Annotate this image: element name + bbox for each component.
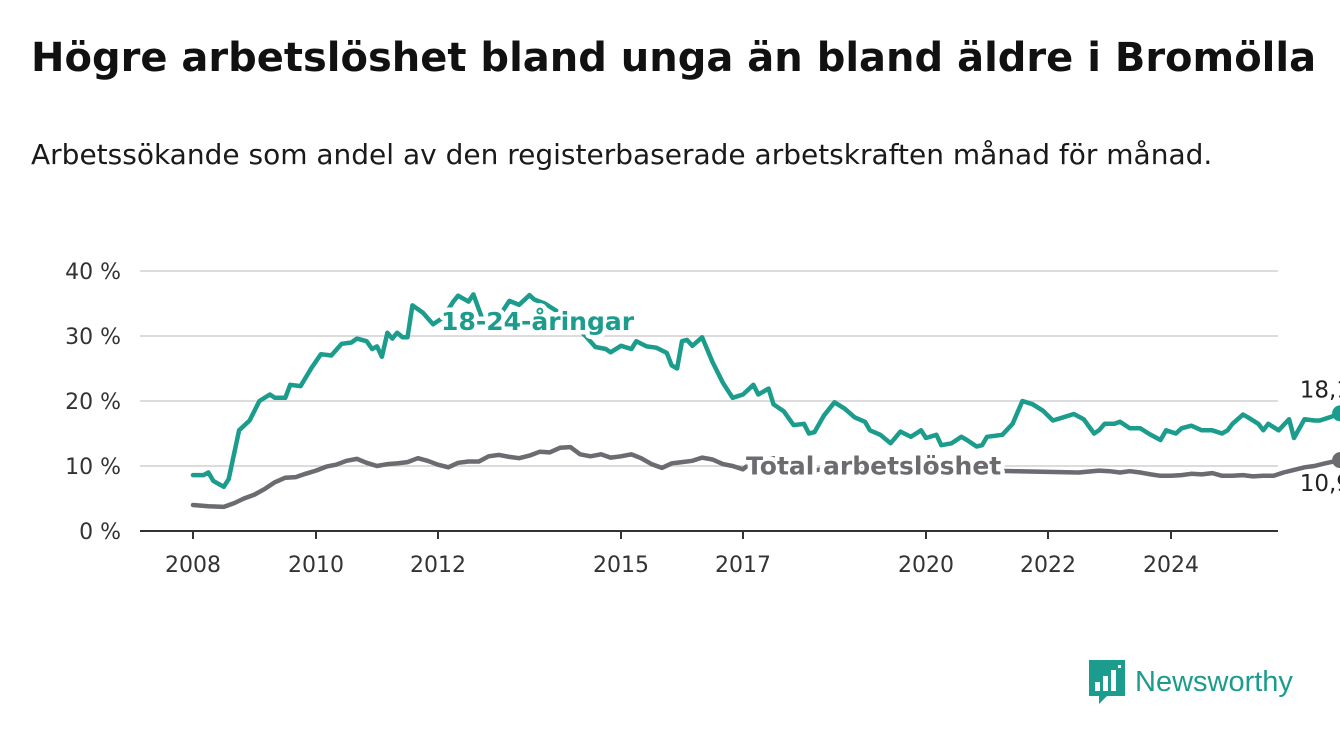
y-tick-label: 40 % xyxy=(65,260,121,285)
y-tick-label: 0 % xyxy=(79,520,121,545)
chart-title: Högre arbetslöshet bland unga än bland ä… xyxy=(31,35,1317,81)
y-tick-label: 30 % xyxy=(65,325,121,350)
x-tick-label: 2008 xyxy=(165,553,221,578)
x-tick-label: 2015 xyxy=(593,553,649,578)
series-line xyxy=(190,444,1340,510)
series-label-youth: 18-24-åringar xyxy=(441,307,635,336)
x-tick-label: 2024 xyxy=(1143,553,1199,578)
series-labels: 18-24-åringar Total arbetslöshet 10,9 % 18,… xyxy=(437,303,1340,498)
x-tick-label: 2022 xyxy=(1020,553,1076,578)
x-axis: 2008 2010 2012 2015 2017 2020 2022 2024 xyxy=(140,530,1278,578)
x-tick-label: 2020 xyxy=(898,553,954,578)
series-end-point xyxy=(1332,405,1340,422)
x-tick-label: 2010 xyxy=(288,553,344,578)
series-lines xyxy=(190,292,1340,510)
series-end-point xyxy=(1332,452,1340,469)
series-end-label: 10,9 % xyxy=(1300,471,1340,497)
y-tick-label: 10 % xyxy=(65,455,121,480)
brand-logo: Newsworthy xyxy=(1089,660,1293,704)
y-tick-label: 20 % xyxy=(65,390,121,415)
series-label-total: Total arbetslöshet xyxy=(746,451,1001,480)
bar-chart-logo-icon xyxy=(1089,660,1125,704)
y-axis: 0 % 10 % 20 % 30 % 40 % xyxy=(65,260,121,545)
chart-subtitle: Arbetssökande som andel av den registerb… xyxy=(31,138,1213,171)
x-tick-label: 2017 xyxy=(715,553,771,578)
series-line xyxy=(190,292,1340,490)
series-end-label: 18,1 % xyxy=(1300,377,1340,403)
brand-name: Newsworthy xyxy=(1135,665,1293,698)
x-tick-label: 2012 xyxy=(410,553,466,578)
